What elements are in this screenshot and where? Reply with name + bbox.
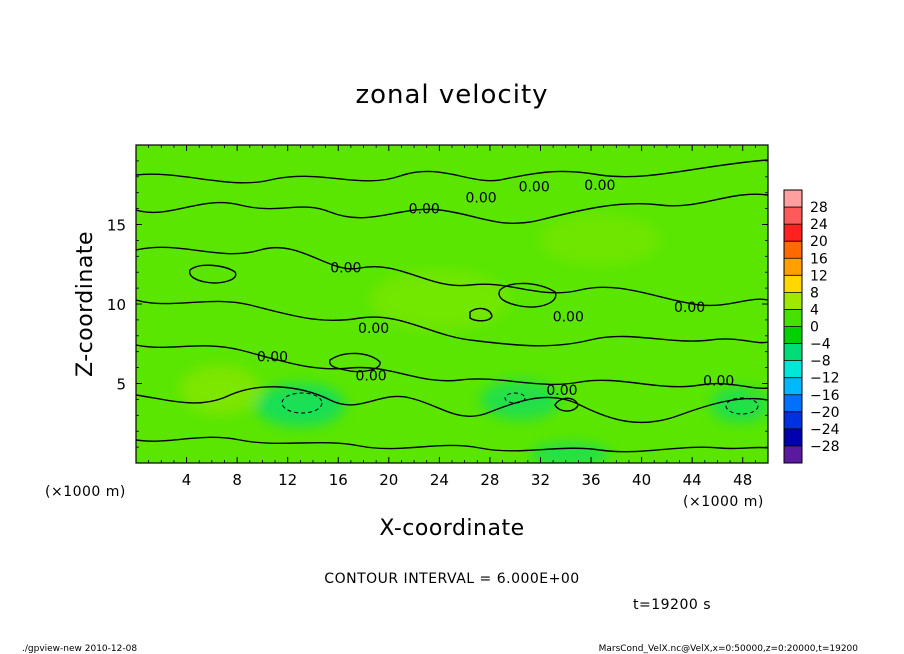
contour-label: 0.00	[546, 383, 577, 399]
contour-line	[136, 246, 768, 307]
colorbar-swatch	[784, 411, 802, 430]
x-tick-label: 44	[683, 471, 702, 489]
y-axis-unit: (×1000 m)	[45, 484, 126, 500]
contour-label: 0.00	[409, 202, 440, 218]
contour-line	[281, 392, 323, 414]
colorbar-swatch	[784, 326, 802, 345]
colorbar-swatch	[784, 224, 802, 242]
colorbar-swatch	[784, 258, 802, 276]
contour-line	[136, 386, 768, 424]
x-tick-label: 32	[531, 471, 550, 489]
colorbar-label: −20	[810, 405, 840, 421]
velocity-field: 0.00 0.00 0.00 0.00 0.00 0.00 0.00 0.00 0.00 0.00…	[136, 145, 768, 463]
colorbar-swatch	[784, 343, 802, 362]
contour-label: 0.00	[330, 260, 361, 276]
x-tick-label: 8	[232, 471, 242, 489]
x-tick-label: 24	[430, 471, 449, 489]
contour-lines	[136, 159, 768, 453]
colorbar-label: 16	[810, 251, 828, 267]
colorbar-swatch	[784, 275, 802, 293]
x-tick-label: 12	[278, 471, 297, 489]
contour-line	[554, 397, 579, 412]
contour-label: 0.00	[356, 369, 387, 385]
contour-line	[725, 397, 759, 415]
colorbar-label: −12	[810, 371, 840, 387]
y-tick-label: 15	[107, 217, 126, 235]
contour-label: 0.00	[703, 373, 734, 389]
colorbar-swatch	[784, 309, 802, 327]
x-axis-unit: (×1000 m)	[683, 494, 764, 510]
contour-interval-text: CONTOUR INTERVAL = 6.000E+00	[324, 571, 579, 587]
contour-line	[328, 352, 381, 373]
y-axis-ticks: 5 10 15	[107, 160, 768, 448]
colorbar-swatch	[784, 445, 802, 464]
colorbar-swatch	[784, 428, 802, 447]
colorbar-label: −8	[810, 354, 831, 370]
colorbar-label: 12	[810, 268, 828, 284]
y-tick-label: 5	[116, 376, 126, 394]
contour-line	[136, 159, 768, 184]
contour-line	[504, 392, 526, 404]
time-label: t=19200 s	[633, 597, 711, 613]
x-tick-label: 28	[480, 471, 499, 489]
field-patch	[710, 387, 768, 423]
contour-line	[136, 436, 768, 453]
field-patch	[530, 443, 610, 463]
contour-label: 0.00	[674, 300, 705, 316]
y-axis-label: Z-coordinate	[73, 231, 98, 377]
contour-line	[469, 307, 493, 322]
colorbar-swatch	[784, 241, 802, 259]
colorbar-label: 8	[810, 285, 819, 301]
colorbar-label: 4	[810, 302, 819, 318]
contour-line	[188, 264, 237, 284]
contour-line	[136, 193, 768, 225]
x-axis-ticks: 4 8 12 16 20 24 28 32 36 40 44 48	[148, 145, 756, 489]
contour-label: 0.00	[257, 349, 288, 365]
colorbar-swatch	[784, 190, 802, 208]
field-patch	[255, 383, 345, 427]
x-tick-label: 4	[182, 471, 192, 489]
colorbar-label: −16	[810, 388, 840, 404]
colorbar-label: 28	[810, 200, 828, 216]
colorbar-label: −4	[810, 337, 831, 353]
footer-right: MarsCond_VelX.nc@VelX,x=0:50000,z=0:2000…	[599, 644, 859, 654]
contour-label: 0.00	[584, 178, 615, 194]
contour-label: 0.00	[465, 190, 496, 206]
field-shading	[180, 215, 768, 463]
colorbar-label: 20	[810, 234, 828, 250]
x-axis-label: X-coordinate	[379, 516, 524, 541]
y-tick-label: 10	[107, 296, 126, 314]
colorbar-swatch	[784, 360, 802, 379]
contour-line	[498, 282, 557, 308]
footer-left: ./gpview-new 2010-12-08	[22, 644, 137, 654]
contour-labels: 0.00 0.00 0.00 0.00 0.00 0.00 0.00 0.00 0.00 0.00…	[257, 178, 734, 399]
x-tick-label: 36	[581, 471, 600, 489]
colorbar-swatch	[784, 377, 802, 396]
colorbar-swatch	[784, 292, 802, 310]
contour-label: 0.00	[358, 321, 389, 337]
contour-line	[136, 299, 768, 347]
colorbar-swatch	[784, 207, 802, 225]
negative-contours	[281, 392, 759, 415]
contour-line	[136, 344, 768, 389]
contour-label: 0.00	[553, 310, 584, 326]
colorbar-label: −24	[810, 422, 840, 438]
contour-label: 0.00	[519, 179, 550, 195]
field-patch	[480, 380, 560, 420]
colorbar-label: 0	[810, 320, 819, 336]
colorbar-label: −28	[810, 439, 840, 455]
chart-title: zonal velocity	[355, 80, 548, 110]
colorbar-label: 24	[810, 217, 828, 233]
x-tick-label: 16	[329, 471, 348, 489]
field-patch	[540, 215, 660, 265]
field-patch	[180, 365, 260, 415]
field-patch	[370, 270, 510, 330]
colorbar-swatch	[784, 394, 802, 413]
x-tick-label: 48	[733, 471, 752, 489]
x-tick-label: 20	[379, 471, 398, 489]
x-tick-label: 40	[632, 471, 651, 489]
